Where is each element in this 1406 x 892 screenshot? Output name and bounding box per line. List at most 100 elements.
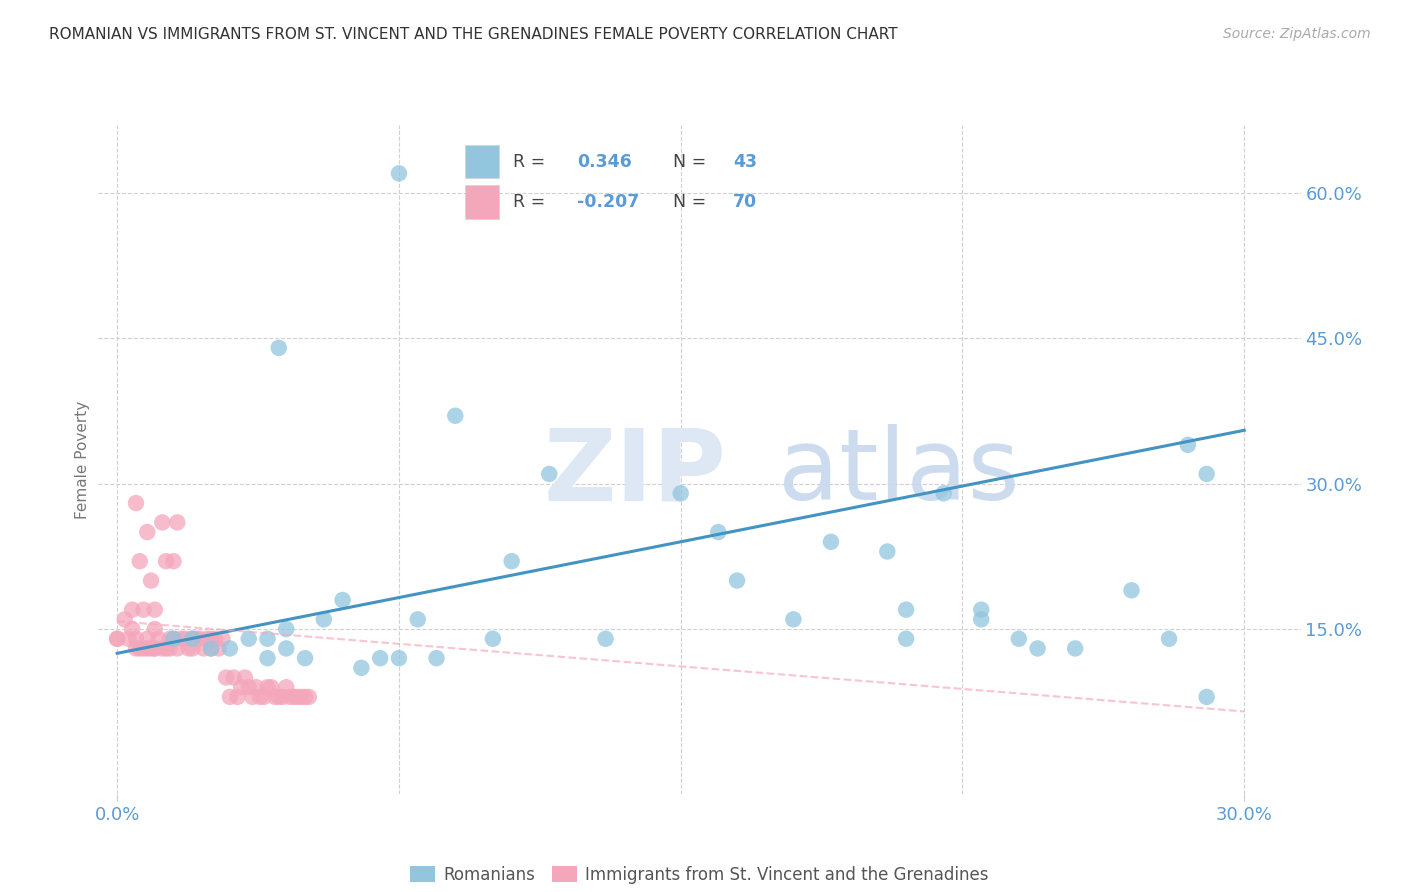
Point bbox=[245, 680, 267, 694]
Point bbox=[215, 671, 238, 685]
Point bbox=[128, 641, 150, 656]
Point bbox=[249, 690, 271, 704]
Point bbox=[155, 641, 177, 656]
Point bbox=[256, 632, 278, 646]
Point bbox=[200, 641, 222, 656]
Point bbox=[256, 680, 278, 694]
Point bbox=[204, 632, 226, 646]
Point bbox=[162, 632, 184, 646]
Point bbox=[125, 632, 148, 646]
Point bbox=[200, 632, 222, 646]
Point bbox=[238, 632, 260, 646]
Point bbox=[287, 690, 309, 704]
Point bbox=[128, 554, 150, 568]
Point bbox=[388, 651, 411, 665]
Point bbox=[264, 690, 287, 704]
Point bbox=[222, 671, 245, 685]
Point bbox=[267, 690, 290, 704]
Text: N =: N = bbox=[673, 193, 706, 211]
Point bbox=[181, 632, 204, 646]
Point bbox=[125, 641, 148, 656]
Point bbox=[276, 641, 298, 656]
Point bbox=[707, 525, 730, 540]
Point bbox=[155, 554, 177, 568]
Point bbox=[368, 651, 391, 665]
Point bbox=[184, 632, 207, 646]
Point bbox=[782, 612, 804, 626]
Text: N =: N = bbox=[673, 153, 706, 170]
Point bbox=[894, 602, 917, 616]
Point bbox=[139, 574, 162, 588]
Point bbox=[114, 612, 136, 626]
Text: R =: R = bbox=[513, 153, 546, 170]
Point bbox=[238, 680, 260, 694]
Point bbox=[136, 525, 159, 540]
Text: Source: ZipAtlas.com: Source: ZipAtlas.com bbox=[1223, 27, 1371, 41]
Text: ROMANIAN VS IMMIGRANTS FROM ST. VINCENT AND THE GRENADINES FEMALE POVERTY CORREL: ROMANIAN VS IMMIGRANTS FROM ST. VINCENT … bbox=[49, 27, 898, 42]
Point bbox=[1026, 641, 1049, 656]
Point bbox=[121, 602, 143, 616]
Text: atlas: atlas bbox=[778, 425, 1019, 521]
Point bbox=[136, 641, 159, 656]
FancyBboxPatch shape bbox=[465, 145, 499, 178]
Point bbox=[276, 680, 298, 694]
Point bbox=[298, 690, 321, 704]
Point bbox=[312, 612, 335, 626]
Point bbox=[932, 486, 955, 500]
Point bbox=[162, 554, 184, 568]
Point bbox=[193, 641, 215, 656]
Point bbox=[283, 690, 305, 704]
Point bbox=[143, 641, 166, 656]
Point bbox=[211, 632, 233, 646]
Point bbox=[166, 516, 188, 530]
Point bbox=[125, 496, 148, 510]
Text: -0.207: -0.207 bbox=[576, 193, 640, 211]
Point bbox=[105, 632, 128, 646]
Point bbox=[1195, 467, 1218, 481]
Point bbox=[1008, 632, 1031, 646]
Point bbox=[388, 166, 411, 180]
Point bbox=[253, 690, 276, 704]
Point bbox=[148, 632, 170, 646]
Text: ZIP: ZIP bbox=[543, 425, 725, 521]
Point bbox=[105, 632, 128, 646]
Point bbox=[482, 632, 505, 646]
Point bbox=[143, 602, 166, 616]
FancyBboxPatch shape bbox=[465, 185, 499, 219]
Text: R =: R = bbox=[513, 193, 546, 211]
Text: 70: 70 bbox=[733, 193, 758, 211]
Point bbox=[231, 680, 253, 694]
Point bbox=[894, 632, 917, 646]
Point bbox=[970, 602, 993, 616]
Point bbox=[150, 641, 173, 656]
Point bbox=[173, 632, 195, 646]
Point bbox=[876, 544, 898, 558]
Point bbox=[200, 641, 222, 656]
Point bbox=[725, 574, 748, 588]
Point bbox=[181, 641, 204, 656]
Point bbox=[278, 690, 301, 704]
Point bbox=[117, 632, 139, 646]
Point bbox=[276, 622, 298, 636]
Point bbox=[150, 516, 173, 530]
Point bbox=[1157, 632, 1180, 646]
Point bbox=[219, 690, 242, 704]
Point bbox=[219, 641, 242, 656]
Point bbox=[294, 690, 316, 704]
Point bbox=[425, 651, 447, 665]
Point bbox=[501, 554, 523, 568]
Point bbox=[226, 690, 249, 704]
Point bbox=[143, 622, 166, 636]
Point bbox=[208, 641, 231, 656]
Point bbox=[1177, 438, 1199, 452]
Point bbox=[132, 602, 155, 616]
Point bbox=[177, 641, 200, 656]
Point bbox=[195, 632, 218, 646]
Text: 43: 43 bbox=[733, 153, 758, 170]
Point bbox=[121, 622, 143, 636]
Point bbox=[350, 661, 373, 675]
Point bbox=[170, 632, 193, 646]
Point bbox=[233, 671, 256, 685]
Text: 0.346: 0.346 bbox=[576, 153, 631, 170]
Y-axis label: Female Poverty: Female Poverty bbox=[75, 401, 90, 518]
